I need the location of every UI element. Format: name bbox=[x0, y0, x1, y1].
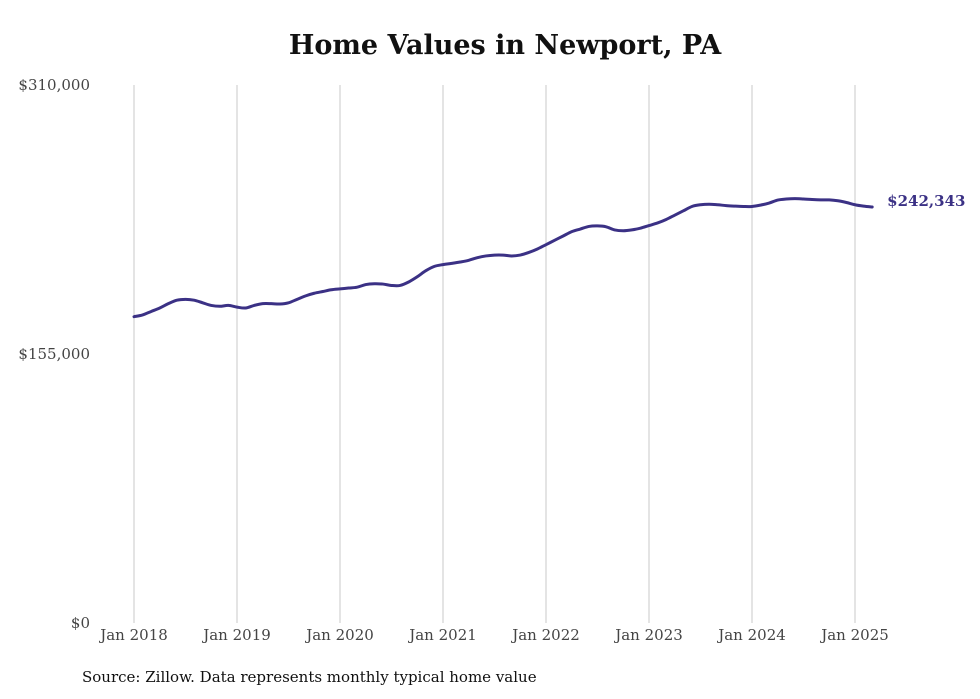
y-tick-labels: $0 $155,000 $310,000 bbox=[18, 76, 90, 632]
gridlines bbox=[133, 85, 856, 623]
chart-title: Home Values in Newport, PA bbox=[288, 30, 722, 61]
y-tick-label: $155,000 bbox=[18, 345, 90, 363]
x-tick-label: Jan 2020 bbox=[304, 626, 374, 644]
end-value-label: $242,343 bbox=[887, 192, 965, 210]
source-note: Source: Zillow. Data represents monthly … bbox=[82, 668, 537, 686]
x-tick-label: Jan 2018 bbox=[98, 626, 168, 644]
x-tick-label: Jan 2022 bbox=[510, 626, 580, 644]
series-line bbox=[132, 197, 874, 319]
x-tick-labels: Jan 2018 Jan 2019 Jan 2020 Jan 2021 Jan 2022… bbox=[98, 626, 889, 644]
y-tick-label: $310,000 bbox=[18, 76, 90, 94]
x-tick-label: Jan 2019 bbox=[201, 626, 271, 644]
x-tick-label: Jan 2021 bbox=[407, 626, 477, 644]
x-tick-label: Jan 2025 bbox=[819, 626, 889, 644]
y-tick-label: $0 bbox=[71, 614, 90, 632]
x-tick-label: Jan 2024 bbox=[716, 626, 786, 644]
x-tick-label: Jan 2023 bbox=[613, 626, 683, 644]
